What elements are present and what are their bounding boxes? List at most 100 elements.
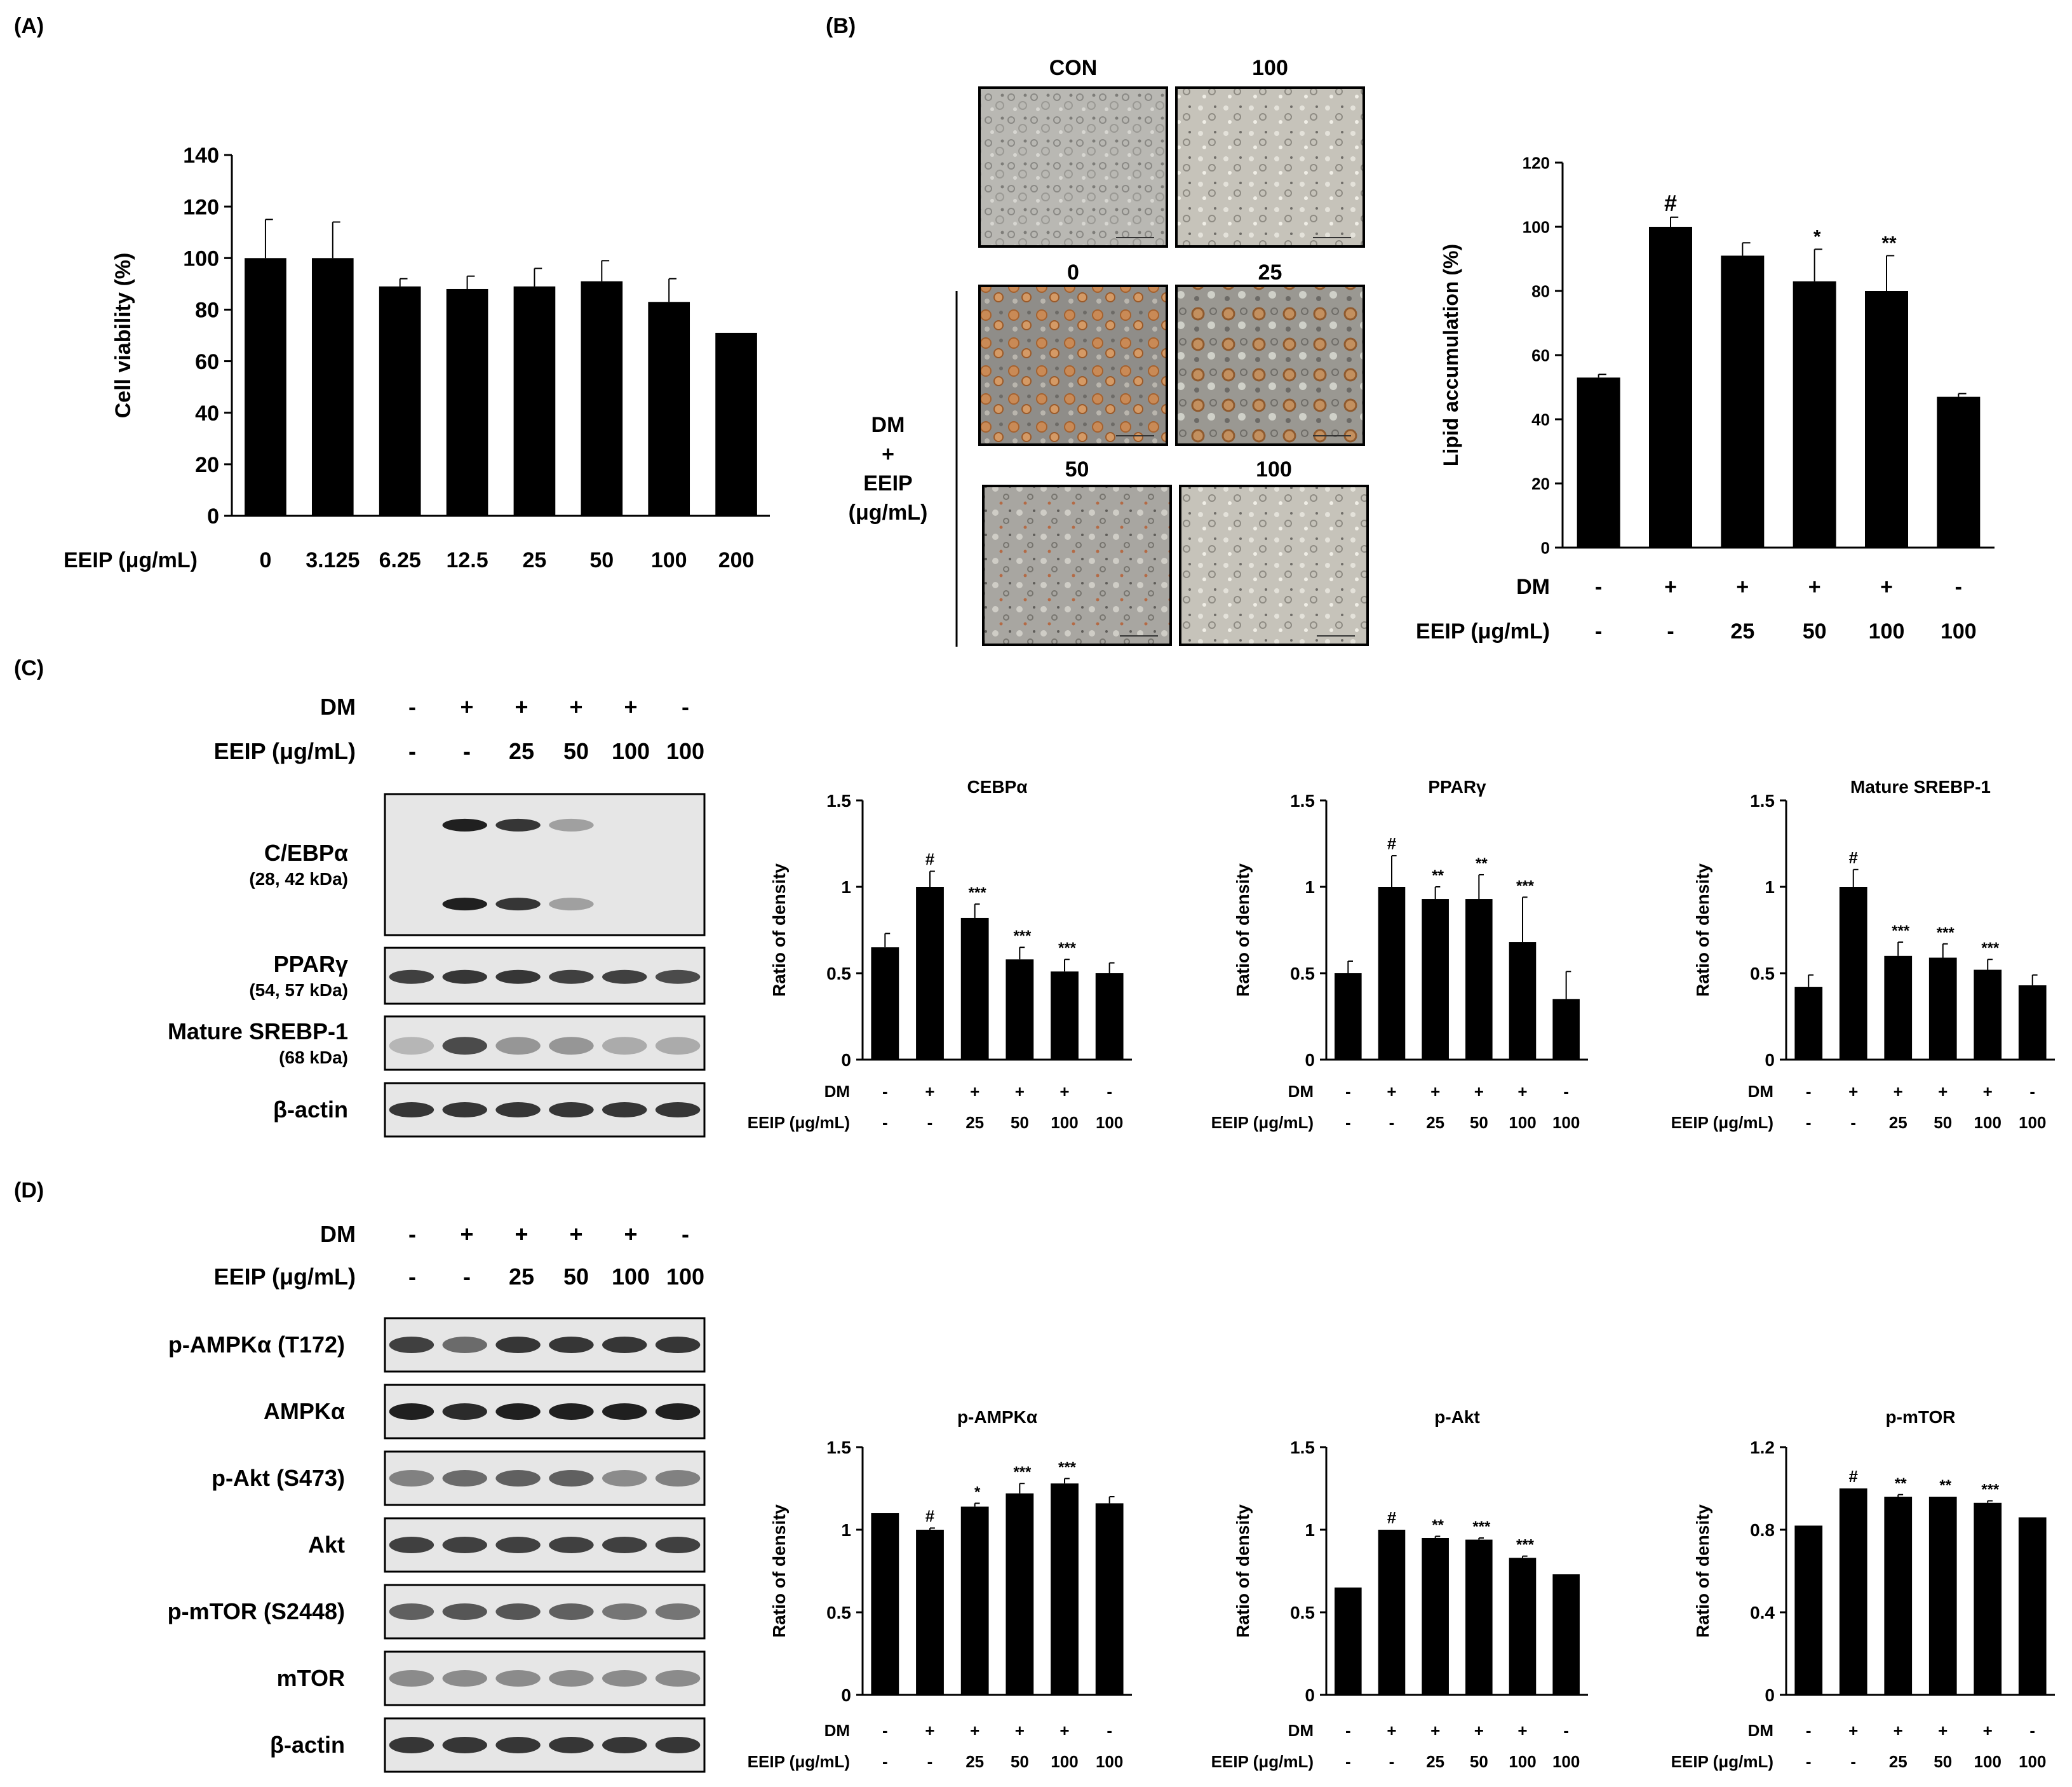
micrograph-image	[978, 285, 1168, 446]
x-tick-label: 100	[1509, 1752, 1536, 1771]
significance-mark: ***	[1013, 927, 1032, 945]
significance-mark: **	[1895, 1475, 1907, 1492]
x-tick-label: 100	[1096, 1752, 1123, 1771]
lane-row-label: DM	[320, 1221, 356, 1247]
x-tick-label: 100	[1096, 1113, 1123, 1132]
blot-band	[495, 1603, 541, 1620]
y-tick-label: 0	[1765, 1050, 1775, 1070]
y-tick-label: 0.4	[1750, 1603, 1775, 1622]
x-row-label: EEIP (μg/mL)	[64, 548, 198, 572]
blot-membrane	[384, 1317, 706, 1373]
y-tick-label: 80	[195, 299, 219, 323]
bar	[1095, 1503, 1124, 1695]
significance-mark: **	[1432, 1516, 1444, 1534]
x-tick-label: 50	[1011, 1113, 1029, 1132]
y-tick-label: 80	[1531, 281, 1550, 300]
y-tick-label: 0.5	[1290, 964, 1315, 983]
blot-band	[389, 1537, 434, 1553]
blot-band	[495, 1037, 541, 1055]
y-tick-label: 1.5	[826, 791, 851, 811]
blot-label: mTOR	[277, 1665, 345, 1691]
blot-band	[602, 969, 647, 984]
x-tick-label: +	[1517, 1082, 1527, 1101]
blot-label: β-actin	[270, 1732, 345, 1758]
blots-c: DM EEIP (μg/mL) - + + + + - - - 25 50 100 100 C/EBPα (2…	[168, 694, 706, 1138]
bar	[1422, 1538, 1449, 1695]
blot-sublabel: (28, 42 kDa)	[249, 869, 348, 889]
x-tick-label: 100	[1552, 1752, 1580, 1771]
x-tick-label: +	[970, 1721, 979, 1740]
panel-label: (D)	[14, 1178, 44, 1203]
x-tick-label: 50	[1934, 1752, 1952, 1771]
x-tick-label: +	[1736, 575, 1749, 599]
lane-dose: 50	[563, 1264, 589, 1290]
bar	[1051, 971, 1079, 1060]
x-tick-label: -	[1389, 1113, 1395, 1132]
bar	[2018, 1517, 2047, 1695]
lane-sign: +	[515, 694, 528, 720]
x-row-label: EEIP (μg/mL)	[748, 1752, 850, 1771]
y-tick-label: 0.5	[826, 964, 851, 983]
blot-band	[389, 969, 434, 984]
x-row-label: DM	[1748, 1721, 1773, 1740]
bar	[1577, 377, 1620, 548]
blots-d: DM EEIP (μg/mL) - + + + + - - - 25 50 100 100 p-AMPKα …	[168, 1221, 706, 1773]
x-tick-label: 100	[1051, 1752, 1078, 1771]
y-axis-label: Ratio of density	[1233, 863, 1253, 997]
blot-band	[442, 898, 487, 911]
x-row-label: DM	[1288, 1082, 1314, 1101]
x-tick-label: -	[882, 1082, 888, 1101]
y-tick-label: 0	[1765, 1685, 1775, 1705]
y-tick-label: 60	[1531, 346, 1550, 365]
blot-band	[549, 1737, 594, 1753]
lane-sign: +	[460, 694, 473, 720]
blot-band	[655, 1403, 701, 1420]
x-tick-label: +	[1983, 1721, 1993, 1740]
x-tick-label: +	[1880, 575, 1893, 599]
x-tick-label: -	[882, 1113, 888, 1132]
blot-band	[495, 1470, 541, 1487]
lane-dose: -	[463, 738, 471, 764]
x-row-label: EEIP (μg/mL)	[1416, 619, 1550, 644]
x-tick-label: +	[1664, 575, 1677, 599]
x-tick-label: -	[1667, 619, 1674, 644]
y-tick-label: 1	[841, 877, 851, 897]
y-tick-label: 1.2	[1750, 1438, 1775, 1457]
group-label: +	[882, 442, 894, 466]
x-tick-label: -	[1563, 1721, 1569, 1740]
blot-band	[495, 1737, 541, 1753]
bar	[1509, 1558, 1537, 1695]
significance-mark: #	[1849, 1467, 1859, 1486]
lane-dose: 100	[612, 1264, 650, 1290]
bar	[1552, 999, 1580, 1060]
x-tick-label: +	[1517, 1721, 1527, 1740]
lane-row-label: EEIP (μg/mL)	[214, 738, 356, 764]
micrograph-image	[1175, 86, 1365, 248]
bar	[648, 302, 690, 516]
chart-A: 0 20 40 60 80 100 120 140 Cell viability (%) EEIP…	[64, 144, 770, 572]
y-axis-label: Ratio of density	[769, 1504, 789, 1638]
blot-band	[655, 1470, 701, 1487]
blot-band	[495, 1403, 541, 1420]
bar	[1335, 973, 1362, 1060]
lane-sign: +	[515, 1221, 528, 1247]
blot-band	[389, 1037, 434, 1055]
x-tick-label: -	[1806, 1752, 1812, 1771]
bar	[1465, 899, 1493, 1060]
blot-band	[389, 1737, 434, 1753]
y-axis-label: Lipid accumulation (%)	[1439, 244, 1462, 466]
y-axis-label: Ratio of density	[1693, 863, 1712, 997]
x-tick-label: +	[1474, 1082, 1484, 1101]
bar	[1422, 899, 1449, 1060]
x-tick-label: 25	[965, 1113, 984, 1132]
bar	[1884, 955, 1913, 1060]
x-tick-label: 100	[2019, 1752, 2046, 1771]
blot-band	[655, 1102, 701, 1117]
lane-sign: -	[408, 694, 416, 720]
blot-band	[655, 1737, 701, 1753]
bar	[1937, 396, 1981, 548]
lane-dose: 50	[563, 738, 589, 764]
x-tick-label: -	[1806, 1082, 1812, 1101]
x-tick-label: 100	[1051, 1113, 1078, 1132]
